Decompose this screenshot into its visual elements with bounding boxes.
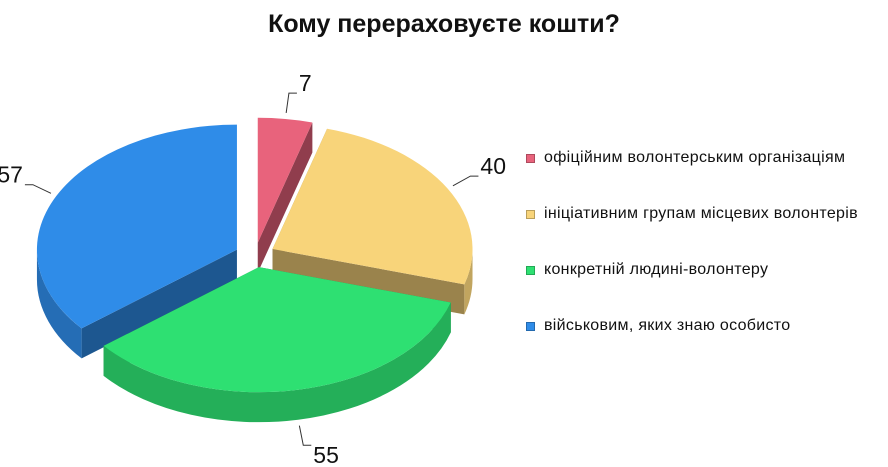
legend-item: офіційним волонтерським організаціям bbox=[526, 130, 858, 186]
pie-slice bbox=[103, 267, 451, 393]
pie-slice bbox=[257, 117, 313, 243]
legend-item: військовим, яких знаю особисто bbox=[526, 298, 858, 354]
legend-swatch bbox=[526, 209, 535, 219]
data-label: 55 bbox=[313, 442, 339, 467]
pie-slice-side bbox=[81, 249, 237, 359]
pie-slice-rim bbox=[464, 249, 473, 315]
legend-label: офіційним волонтерським організаціям bbox=[544, 149, 846, 166]
data-label: 7 bbox=[299, 70, 312, 96]
chart-title: Кому перераховуєте кошти? bbox=[268, 10, 620, 38]
data-label-leader bbox=[24, 184, 52, 194]
legend-label: конкретній людині-волонтеру bbox=[544, 261, 769, 278]
data-label: 57 bbox=[0, 162, 23, 188]
legend: офіційним волонтерським організаціям іні… bbox=[526, 130, 858, 354]
pie-slice bbox=[36, 124, 237, 329]
data-label: 40 bbox=[480, 153, 506, 179]
legend-label: військовим, яких знаю особисто bbox=[544, 317, 791, 334]
data-label-leader bbox=[452, 175, 479, 187]
pie-slice-rim bbox=[36, 249, 82, 359]
legend-item: ініціативним групам місцевих волонтерів bbox=[526, 186, 858, 242]
pie-slice-side bbox=[257, 122, 313, 273]
legend-swatch bbox=[526, 265, 535, 275]
legend-swatch bbox=[526, 321, 535, 331]
pie-slice bbox=[272, 128, 473, 285]
legend-label: ініціативним групам місцевих волонтерів bbox=[544, 205, 858, 222]
pie-slice-rim bbox=[103, 302, 451, 423]
data-label-leader bbox=[298, 425, 312, 446]
data-label-leader bbox=[285, 92, 297, 114]
legend-swatch bbox=[526, 153, 535, 163]
legend-item: конкретній людині-волонтеру bbox=[526, 242, 858, 298]
